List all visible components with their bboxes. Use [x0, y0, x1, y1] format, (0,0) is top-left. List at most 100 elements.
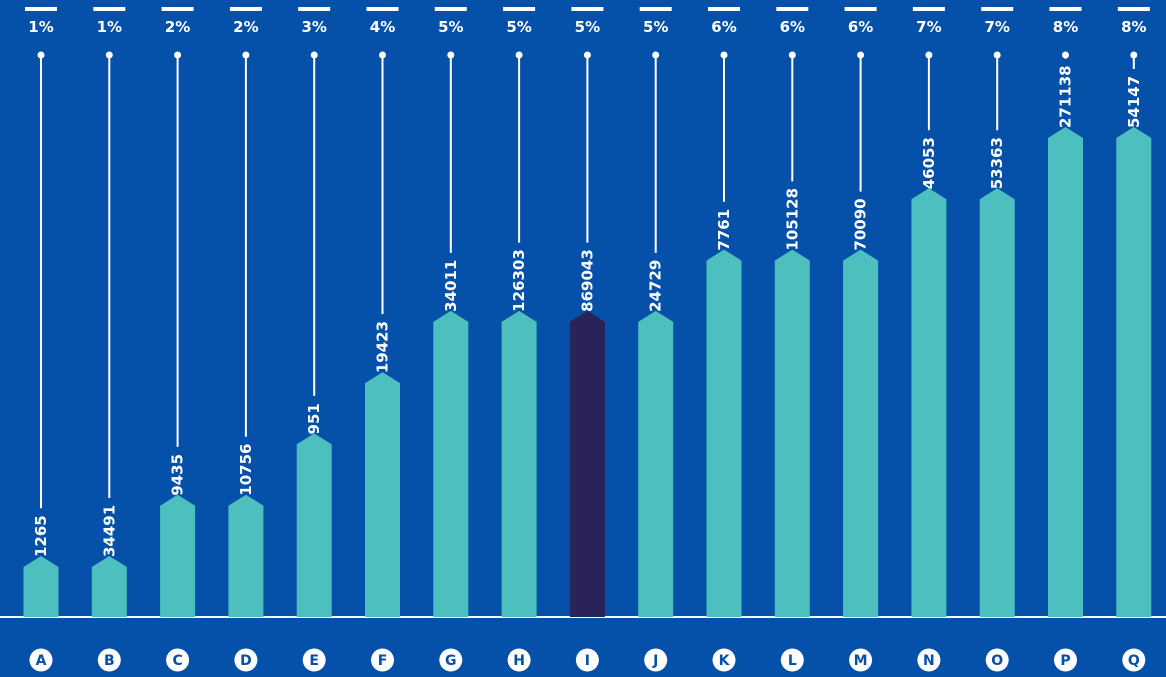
bar-group-a: 1% 1265 A: [23, 7, 59, 672]
bar-group-i: 5% 869043 I: [569, 7, 605, 672]
bar-group-e: 3% 951 E: [296, 7, 332, 672]
percent-label: 6%: [848, 18, 873, 36]
bar: [1048, 127, 1083, 617]
category-badge: [507, 648, 531, 672]
percent-label: 6%: [711, 18, 736, 36]
percent-tick: [912, 7, 945, 11]
bar: [843, 249, 879, 618]
category-badge: [644, 648, 668, 672]
percent-tick: [1117, 7, 1150, 11]
value-label: 126303: [510, 249, 528, 312]
percent-label: 5%: [506, 18, 531, 36]
bar-group-n: 7% 46053 N: [911, 7, 947, 672]
percent-label: 4%: [370, 18, 395, 36]
value-label: 53363: [988, 137, 1006, 189]
category-label: F: [378, 653, 388, 669]
category-label: E: [309, 653, 319, 669]
percent-tick: [161, 7, 194, 11]
bar-group-q: 8% 54147 Q: [1116, 7, 1152, 672]
percent-label: 1%: [28, 18, 53, 36]
category-badge: [371, 648, 394, 672]
percent-label: 6%: [780, 18, 805, 36]
bar-group-d: 2% 10756 D: [228, 7, 264, 672]
bar: [911, 188, 947, 618]
value-label: 34011: [442, 260, 460, 312]
bar: [23, 556, 59, 617]
value-label: 9435: [169, 454, 187, 496]
percent-label: 8%: [1121, 18, 1146, 36]
category-label: M: [854, 653, 868, 669]
percent-label: 3%: [301, 18, 326, 36]
percent-tick: [776, 7, 809, 11]
category-badge: [1054, 648, 1077, 672]
category-badge: [712, 648, 736, 672]
percent-label: 7%: [916, 18, 941, 36]
value-label: 271138: [1057, 65, 1075, 128]
category-badge: [917, 648, 941, 672]
value-label: 1265: [32, 515, 50, 557]
category-label: O: [991, 653, 1003, 669]
category-label: C: [172, 653, 182, 669]
category-badge: [439, 648, 463, 672]
percent-label: 2%: [233, 18, 258, 36]
bar-group-b: 1% 34491 B: [91, 7, 127, 672]
bar: [296, 433, 332, 617]
percent-label: 7%: [984, 18, 1009, 36]
bar-group-k: 6% 7761 K: [706, 7, 742, 672]
value-label: 34491: [100, 505, 118, 557]
category-label: J: [652, 653, 658, 669]
category-label: L: [788, 653, 797, 669]
bar: [433, 310, 469, 617]
bar: [501, 310, 537, 617]
category-badge: [97, 648, 121, 672]
bar-group-f: 4% 19423 F: [365, 7, 400, 672]
value-label: 46053: [920, 137, 938, 189]
bar-group-g: 5% 34011 G: [433, 7, 469, 672]
category-badge: [1122, 648, 1146, 672]
percent-label: 5%: [643, 18, 668, 36]
bar: [569, 310, 605, 617]
category-badge: [985, 648, 1009, 672]
bar: [228, 494, 264, 617]
percent-tick: [503, 7, 536, 11]
value-label: 54147: [1125, 76, 1143, 128]
category-badge: [780, 648, 804, 672]
bar-group-c: 2% 9435 C: [160, 7, 196, 672]
category-label: H: [513, 653, 525, 669]
percent-tick: [1049, 7, 1082, 11]
category-label: K: [719, 653, 731, 669]
bar-group-p: 8% 271138 P: [1048, 7, 1083, 672]
bar-group-o: 7% 53363 O: [979, 7, 1015, 672]
percent-label: 8%: [1053, 18, 1078, 36]
value-label: 105128: [783, 188, 801, 251]
category-label: P: [1060, 653, 1070, 669]
percent-tick: [708, 7, 740, 11]
percent-tick: [981, 7, 1014, 11]
percent-tick: [93, 7, 126, 11]
category-label: A: [36, 653, 47, 669]
percent-tick: [434, 7, 467, 11]
percent-label: 1%: [97, 18, 122, 36]
bar: [160, 494, 196, 617]
bar: [91, 556, 127, 617]
category-label: N: [923, 653, 935, 669]
bar-group-m: 6% 70090 M: [843, 7, 879, 672]
bar: [1116, 127, 1152, 617]
percent-label: 5%: [575, 18, 600, 36]
bar: [706, 249, 742, 618]
percent-label: 2%: [165, 18, 190, 36]
bar: [979, 188, 1015, 618]
category-badge: [29, 648, 53, 672]
bar-group-h: 5% 126303 H: [501, 7, 537, 672]
category-badge: [575, 648, 599, 672]
percent-tick: [25, 7, 57, 11]
value-label: 24729: [647, 260, 665, 312]
value-label: 70090: [852, 198, 870, 250]
category-label: Q: [1128, 653, 1140, 669]
category-label: D: [240, 653, 252, 669]
percent-tick: [639, 7, 672, 11]
bar-group-j: 5% 24729 J: [638, 7, 674, 672]
value-label: 19423: [374, 321, 392, 373]
category-label: I: [585, 653, 590, 669]
